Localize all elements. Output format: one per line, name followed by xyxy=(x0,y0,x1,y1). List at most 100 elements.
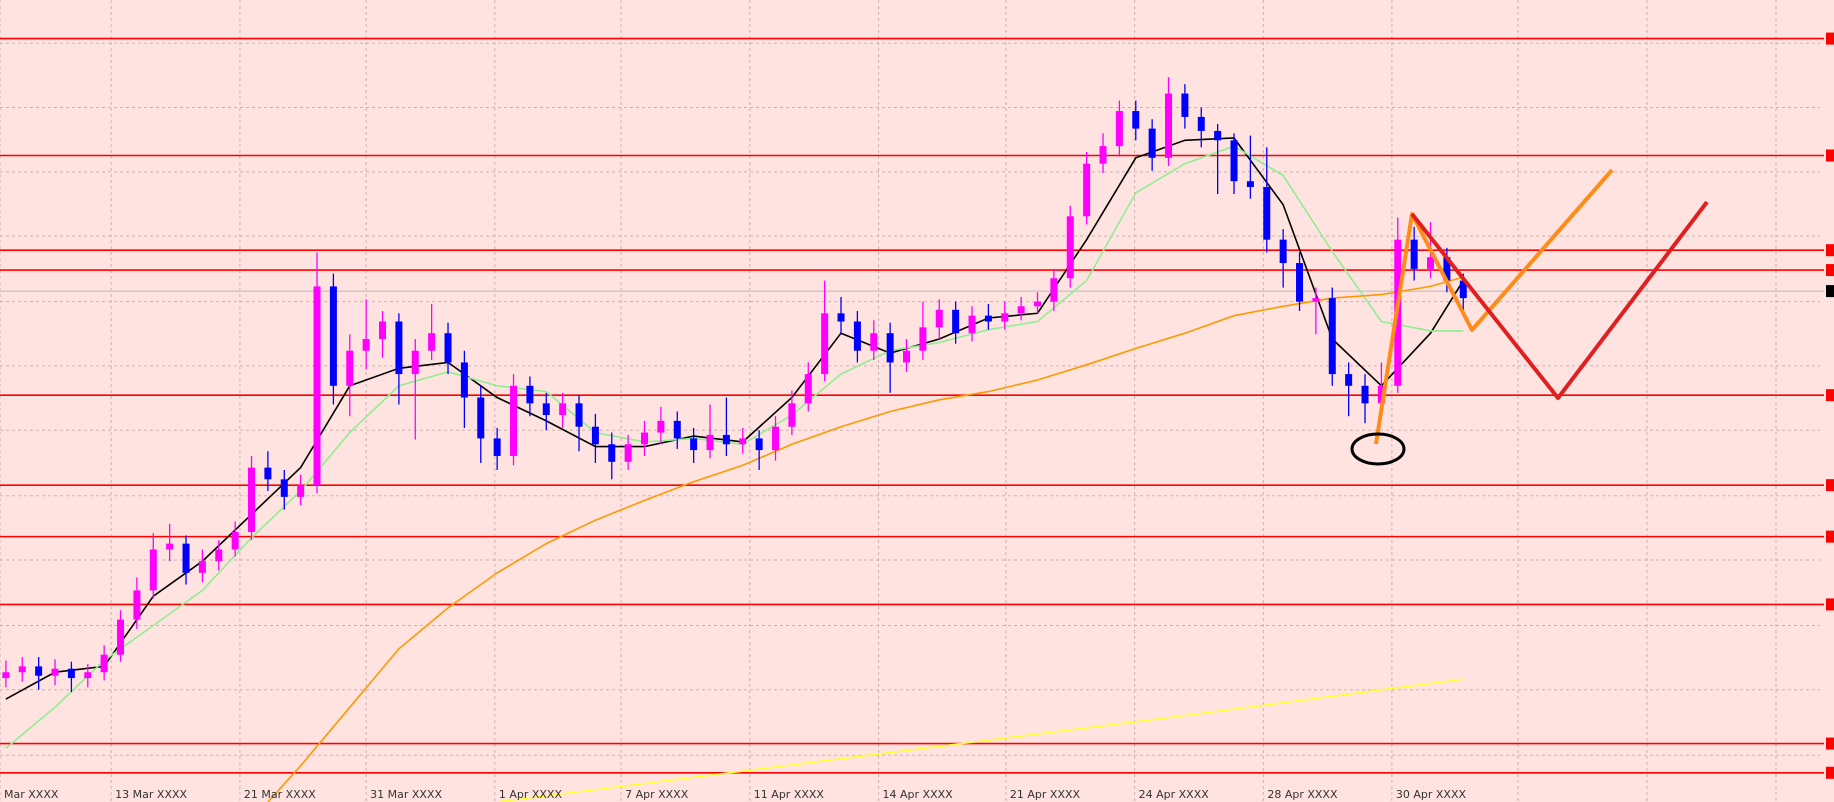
candle-body xyxy=(837,313,845,322)
candle-body xyxy=(182,543,190,573)
candle-body xyxy=(1165,93,1173,158)
candle-body xyxy=(100,654,108,673)
candle-body xyxy=(35,666,43,676)
candle-body xyxy=(1443,257,1451,281)
candle-body xyxy=(919,327,927,351)
candle-body xyxy=(1083,163,1091,217)
candle-body xyxy=(968,315,976,334)
candle-body xyxy=(542,403,550,416)
candle-body xyxy=(1279,239,1287,264)
candle-body xyxy=(428,333,436,351)
red-zigzag xyxy=(1410,200,1709,400)
price-level-tag xyxy=(1826,530,1834,543)
candle-body xyxy=(608,444,616,462)
candle-body xyxy=(1001,313,1009,322)
candle-body xyxy=(755,438,763,451)
x-tick-label: 24 Apr XXXX xyxy=(1139,788,1210,801)
price-tag xyxy=(1826,285,1834,298)
candle-body xyxy=(493,438,501,456)
levels xyxy=(0,32,1834,779)
candle-body xyxy=(641,432,649,445)
candle-body xyxy=(1377,385,1385,404)
candle-body xyxy=(379,321,387,340)
x-tick-label: 1 Apr XXXX xyxy=(499,788,563,801)
candle-body xyxy=(722,434,730,445)
candle-body xyxy=(133,590,141,620)
candle-body xyxy=(935,309,943,328)
candle-body xyxy=(362,339,370,351)
candle-body xyxy=(264,467,272,480)
candle-body xyxy=(591,426,599,445)
candle-body xyxy=(575,403,583,427)
price-level-tag xyxy=(1826,149,1834,162)
candle-body xyxy=(1427,257,1435,269)
candle-body xyxy=(395,321,403,375)
candle-body xyxy=(870,333,878,351)
x-tick-label: 14 Apr XXXX xyxy=(883,788,954,801)
candle-body xyxy=(1361,385,1369,404)
x-tick-label: Mar XXXX xyxy=(4,788,59,801)
x-tick-label: 21 Mar XXXX xyxy=(244,788,316,801)
candle-body xyxy=(2,672,10,679)
x-tick-label: 31 Mar XXXX xyxy=(370,788,442,801)
candle-body xyxy=(231,531,239,550)
candle-body xyxy=(1410,239,1418,269)
candle-body xyxy=(526,385,534,404)
candle-body xyxy=(1214,130,1222,141)
candle-body xyxy=(297,485,305,497)
candle-body xyxy=(657,420,665,433)
candle-body xyxy=(149,549,157,591)
price-level-tag xyxy=(1826,598,1834,611)
price-level-tag xyxy=(1826,737,1834,750)
candle-body xyxy=(1328,298,1336,375)
candle-body xyxy=(1230,140,1238,182)
candle-body xyxy=(739,438,747,445)
price-level-tag xyxy=(1826,32,1834,45)
candle-body xyxy=(18,666,26,673)
candle-body xyxy=(198,561,206,573)
candle-body xyxy=(346,350,354,386)
candle-body xyxy=(1148,128,1156,158)
candle-body xyxy=(804,374,812,404)
moving-average xyxy=(497,678,1464,802)
candle-body xyxy=(1459,280,1467,299)
candle-body xyxy=(280,479,288,497)
moving-average xyxy=(267,276,1464,802)
drawings xyxy=(1350,168,1709,466)
candle-body xyxy=(510,385,518,456)
candle-body xyxy=(84,672,92,679)
candle-body xyxy=(444,333,452,363)
x-tick-label: 7 Apr XXXX xyxy=(625,788,689,801)
candle-body xyxy=(329,286,337,386)
candle-body xyxy=(853,321,861,351)
candle-body xyxy=(1132,111,1140,129)
x-tick-label: 28 Apr XXXX xyxy=(1267,788,1338,801)
candle-body xyxy=(772,426,780,451)
candle-body xyxy=(624,444,632,462)
x-tick-label: 21 Apr XXXX xyxy=(1010,788,1081,801)
price-level-tag xyxy=(1826,264,1834,277)
candle-body xyxy=(1034,301,1042,307)
x-tick-label: 13 Mar XXXX xyxy=(115,788,187,801)
candle-body xyxy=(215,549,223,562)
price-level-tag xyxy=(1826,766,1834,779)
x-tick-label: 30 Apr XXXX xyxy=(1396,788,1467,801)
candle-body xyxy=(1181,93,1189,117)
candle-body xyxy=(1263,187,1271,240)
candle-body xyxy=(1115,111,1123,147)
candle-body xyxy=(984,315,992,322)
candle-body xyxy=(1312,298,1320,302)
candle-body xyxy=(460,362,468,398)
candle-body xyxy=(706,434,714,451)
candle-body xyxy=(903,350,911,363)
x-axis: Mar XXXX 13 Mar XXXX 21 Mar XXXX 31 Mar XXX… xyxy=(4,788,1467,801)
candle-body xyxy=(117,619,125,655)
candle-body xyxy=(559,403,567,416)
x-tick-label: 11 Apr XXXX xyxy=(754,788,825,801)
price-level-tag xyxy=(1826,389,1834,402)
candle-body xyxy=(1066,216,1074,279)
candle-body xyxy=(313,286,321,486)
candle-body xyxy=(690,438,698,451)
